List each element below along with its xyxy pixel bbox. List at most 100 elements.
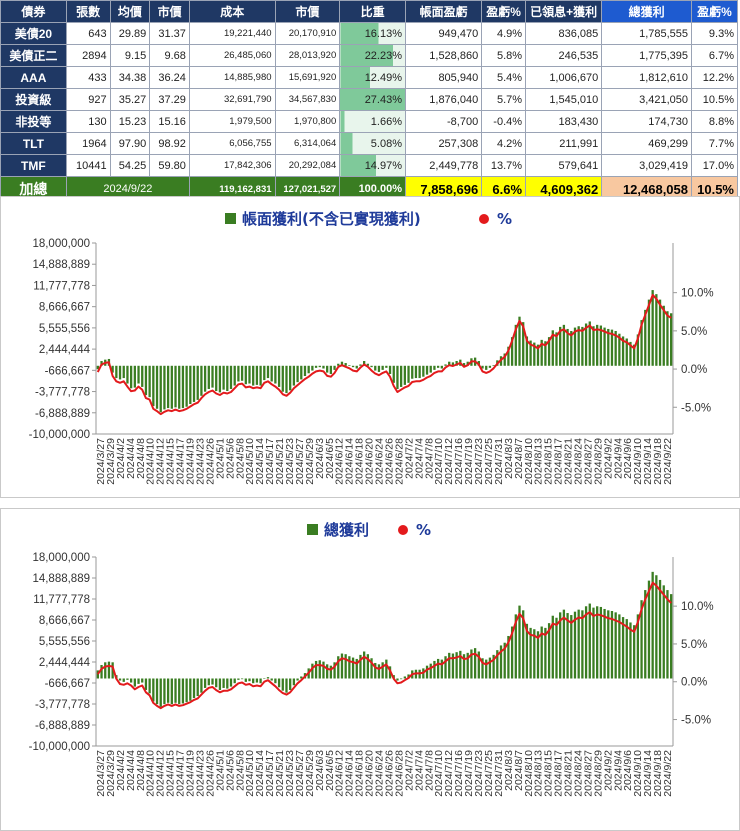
bar xyxy=(229,678,233,687)
bar xyxy=(207,365,210,389)
x-tick-label: 2024/8/7 xyxy=(513,438,525,479)
cell-cost: 26,485,060 xyxy=(188,44,276,67)
bar xyxy=(137,678,140,684)
bar xyxy=(311,365,314,371)
cell-total-profit: 174,730 xyxy=(601,110,693,133)
bar xyxy=(226,365,229,392)
table-row: TMF 10441 54.25 59.80 17,842,306 20,292,084 14… xyxy=(0,154,738,177)
bar xyxy=(329,665,333,679)
bar xyxy=(588,603,591,679)
pct-line xyxy=(96,294,672,416)
x-tick-label: 2024/4/8 xyxy=(135,438,147,479)
bar xyxy=(418,365,421,379)
x-tick-label: 2024/9/6 xyxy=(622,438,634,479)
bar xyxy=(662,585,665,679)
x-tick-label: 2024/4/19 xyxy=(185,750,197,797)
bar xyxy=(229,365,233,389)
bar xyxy=(592,326,595,366)
bar xyxy=(189,678,192,701)
bar xyxy=(285,365,288,394)
x-tick-label: 2024/5/6 xyxy=(224,438,236,479)
bar xyxy=(355,658,358,679)
cell-dividend-profit: 1,545,010 xyxy=(525,88,603,111)
bar xyxy=(636,614,640,679)
cell-bond: 投資級 xyxy=(0,88,67,111)
x-tick-label: 2024/4/19 xyxy=(185,438,197,485)
bar xyxy=(340,361,344,366)
cell-market-price: 31.37 xyxy=(149,22,190,45)
x-tick-label: 2024/5/29 xyxy=(304,750,316,797)
x-tick-label: 2024/8/24 xyxy=(572,750,584,797)
cell-avg-price: 54.25 xyxy=(109,154,151,177)
bar xyxy=(577,609,580,679)
total-profit-chart: 總獲利% 18,000,000 14,888,889 11,777,778 8,666,… xyxy=(0,508,740,831)
cell-avg-price: 15.23 xyxy=(109,110,151,133)
bar xyxy=(263,365,266,381)
x-tick-label: 2024/8/13 xyxy=(533,438,545,485)
bar xyxy=(96,670,99,679)
bar xyxy=(658,299,662,366)
bar xyxy=(522,610,525,679)
x-tick-label: 2024/4/12 xyxy=(155,750,167,797)
x-tick-label: 2024/4/8 xyxy=(135,750,147,791)
bar xyxy=(488,365,492,368)
bar xyxy=(307,365,310,374)
bar xyxy=(118,678,122,681)
x-tick-label: 2024/7/19 xyxy=(463,750,475,797)
bar xyxy=(133,678,136,687)
bar xyxy=(129,678,133,683)
bar xyxy=(536,344,540,366)
bar xyxy=(344,654,347,679)
bar xyxy=(377,664,381,679)
bar xyxy=(100,665,103,679)
bar xyxy=(592,607,595,679)
cell-avg-price: 9.15 xyxy=(109,44,151,67)
bar xyxy=(444,364,447,366)
x-tick-label: 2024/3/29 xyxy=(105,750,117,797)
bar xyxy=(462,363,466,366)
bar xyxy=(603,327,606,366)
bar xyxy=(433,660,436,679)
bar xyxy=(514,324,517,366)
cell-bond: TMF xyxy=(0,154,67,177)
cell-market-price: 36.24 xyxy=(149,66,190,89)
x-tick-label: 2024/8/24 xyxy=(572,438,584,485)
bar xyxy=(215,365,218,392)
y-tick-label: -3,777,778 xyxy=(35,699,90,711)
bar xyxy=(351,657,355,679)
x-tick-label: 2024/6/14 xyxy=(344,750,356,797)
bar xyxy=(337,656,340,679)
bar xyxy=(473,648,477,679)
bar xyxy=(481,365,484,369)
bar xyxy=(399,365,403,387)
bar xyxy=(603,608,606,679)
y-tick-label: 18,000,000 xyxy=(32,552,90,564)
bar xyxy=(644,590,647,679)
y2-tick-label: 10.0% xyxy=(681,288,714,300)
cell-avg-price: 29.89 xyxy=(109,22,151,45)
x-tick-label: 2024/5/6 xyxy=(224,750,236,791)
bar xyxy=(533,629,536,679)
bar xyxy=(318,365,321,368)
x-tick-label: 2024/7/19 xyxy=(463,438,475,485)
bar xyxy=(581,610,584,679)
cell-weight: 27.43% xyxy=(339,88,406,111)
y2-tick-label: -5.0% xyxy=(681,715,711,727)
bar xyxy=(196,678,199,697)
bar xyxy=(370,658,373,679)
bar xyxy=(633,625,636,679)
bar xyxy=(255,678,259,683)
bar xyxy=(551,615,554,679)
y-tick-label: 18,000,000 xyxy=(32,238,90,250)
bar xyxy=(581,326,584,366)
y2-tick-label: 0.0% xyxy=(681,364,707,376)
x-tick-label: 2024/6/26 xyxy=(383,750,395,797)
cell-pnl-pct: 13.7% xyxy=(481,154,527,177)
header-col-shares: 張數 xyxy=(65,0,111,23)
bar xyxy=(192,365,196,402)
bar xyxy=(488,657,492,679)
bar xyxy=(163,678,166,705)
cell-total-pct: 9.3% xyxy=(691,22,738,45)
x-tick-label: 2024/6/5 xyxy=(324,750,336,791)
cell-dividend-profit: 836,085 xyxy=(525,22,603,45)
